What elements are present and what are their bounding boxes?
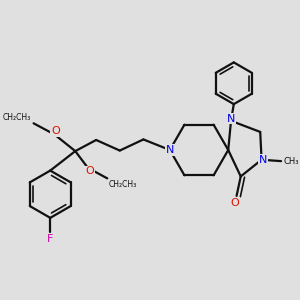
Text: O: O [85, 166, 94, 176]
Text: O: O [231, 198, 240, 208]
Text: N: N [259, 155, 267, 165]
Text: N: N [227, 114, 235, 124]
Text: O: O [51, 126, 60, 136]
Text: F: F [47, 234, 53, 244]
Text: CH₃: CH₃ [283, 157, 299, 166]
Text: CH₂CH₃: CH₂CH₃ [3, 113, 31, 122]
Text: N: N [166, 145, 174, 155]
Text: CH₂CH₃: CH₂CH₃ [109, 180, 137, 189]
